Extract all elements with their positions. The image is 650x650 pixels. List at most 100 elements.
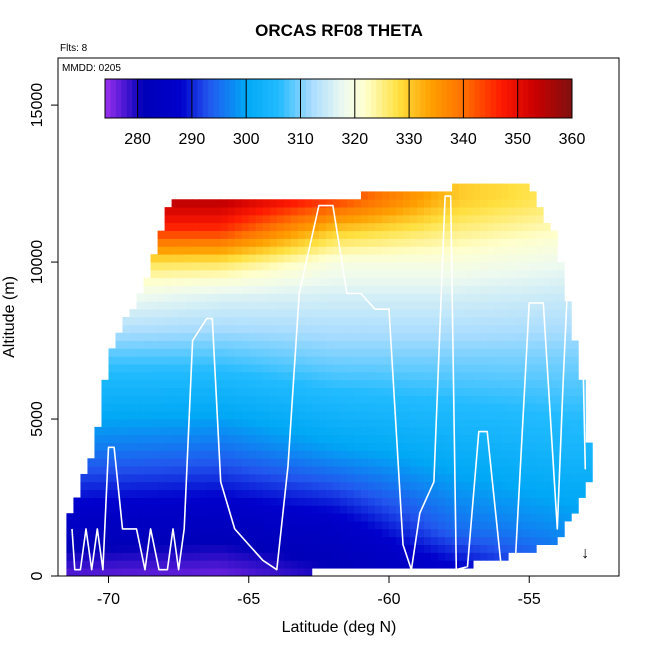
heatmap-cell [388, 191, 397, 200]
heatmap-cell [276, 277, 285, 287]
heatmap-cell [480, 466, 488, 475]
heatmap-cell [578, 434, 586, 443]
heatmap-cell [410, 364, 418, 373]
heatmap-cell [318, 379, 327, 389]
heatmap-cell [325, 466, 334, 475]
heatmap-cell [108, 513, 116, 522]
heatmap-cell [438, 238, 446, 247]
heatmap-cell [192, 246, 201, 255]
heatmap-cell [290, 458, 299, 467]
heatmap-cell [339, 419, 348, 428]
heatmap-cell [276, 481, 285, 491]
heatmap-cell [332, 324, 341, 334]
heatmap-cell [304, 262, 313, 271]
heatmap-cell [367, 442, 376, 451]
heatmap-cell [262, 356, 271, 365]
heatmap-cell [445, 262, 453, 271]
heatmap-cell [234, 309, 243, 318]
heatmap-cell [522, 277, 530, 287]
heatmap-cell [339, 301, 348, 310]
heatmap-cell [185, 285, 194, 294]
heatmap-cell [367, 419, 376, 428]
heatmap-cell [234, 238, 243, 247]
heatmap-cell [431, 497, 439, 506]
heatmap-cell [410, 395, 418, 404]
heatmap-cell [494, 364, 502, 373]
heatmap-cell [262, 544, 271, 553]
heatmap-cell [108, 536, 116, 546]
heatmap-cell [508, 450, 516, 459]
heatmap-cell [360, 521, 369, 530]
colorbar-segment [170, 79, 177, 118]
heatmap-cell [564, 426, 572, 436]
heatmap-cell [367, 536, 376, 546]
heatmap-cell [297, 309, 306, 318]
heatmap-cell [66, 521, 74, 530]
heatmap-cell [374, 293, 383, 302]
heatmap-cell [381, 230, 390, 239]
heatmap-cell [424, 356, 432, 365]
heatmap-cell [508, 324, 516, 334]
heatmap-cell [199, 528, 208, 538]
heatmap-cell [564, 348, 572, 357]
heatmap-cell [536, 426, 544, 436]
heatmap-cell [157, 254, 165, 263]
heatmap-cell [417, 356, 425, 365]
heatmap-cell [248, 411, 257, 420]
heatmap-cell [374, 214, 383, 224]
heatmap-cell [585, 466, 593, 475]
heatmap-cell [164, 214, 172, 224]
heatmap-cell [501, 364, 509, 373]
heatmap-cell [438, 309, 446, 318]
heatmap-cell [529, 379, 537, 389]
heatmap-cell [388, 434, 397, 443]
heatmap-cell [396, 207, 404, 216]
heatmap-cell [311, 207, 320, 216]
heatmap-cell [480, 473, 488, 483]
heatmap-cell [522, 207, 530, 216]
heatmap-cell [241, 489, 250, 498]
heatmap-cell [417, 395, 425, 404]
heatmap-cell [255, 473, 264, 483]
heatmap-cell [438, 411, 446, 420]
heatmap-cell [529, 521, 537, 530]
heatmap-cell [557, 411, 565, 420]
heatmap-cell [164, 521, 172, 530]
heatmap-cell [529, 222, 537, 232]
heatmap-cell [213, 301, 222, 310]
heatmap-cell [206, 536, 215, 546]
heatmap-cell [452, 309, 460, 318]
heatmap-cell [171, 222, 180, 232]
heatmap-cell [473, 379, 481, 389]
heatmap-cell [346, 324, 355, 334]
heatmap-cell [367, 191, 376, 200]
heatmap-cell [192, 340, 201, 349]
heatmap-cell [136, 458, 144, 467]
heatmap-cell [276, 340, 285, 349]
heatmap-cell [199, 505, 208, 514]
heatmap-cell [360, 536, 369, 546]
heatmap-cell [143, 277, 151, 287]
heatmap-cell [157, 528, 165, 538]
heatmap-cell [431, 340, 439, 349]
heatmap-cell [129, 568, 137, 577]
heatmap-cell [438, 395, 446, 404]
heatmap-cell [234, 450, 243, 459]
heatmap-cell [234, 395, 243, 404]
heatmap-cell [276, 387, 285, 396]
heatmap-cell [346, 332, 355, 341]
heatmap-cell [367, 364, 376, 373]
heatmap-cell [445, 269, 453, 279]
heatmap-cell [388, 521, 397, 530]
heatmap-cell [241, 324, 250, 334]
heatmap-cell [360, 560, 369, 569]
heatmap-cell [501, 403, 509, 412]
heatmap-cell [241, 450, 250, 459]
heatmap-cell [276, 505, 285, 514]
heatmap-cell [171, 230, 180, 239]
heatmap-cell [332, 293, 341, 302]
heatmap-cell [360, 379, 369, 389]
heatmap-cell [374, 230, 383, 239]
heatmap-cell [346, 246, 355, 255]
heatmap-cell [129, 348, 137, 357]
